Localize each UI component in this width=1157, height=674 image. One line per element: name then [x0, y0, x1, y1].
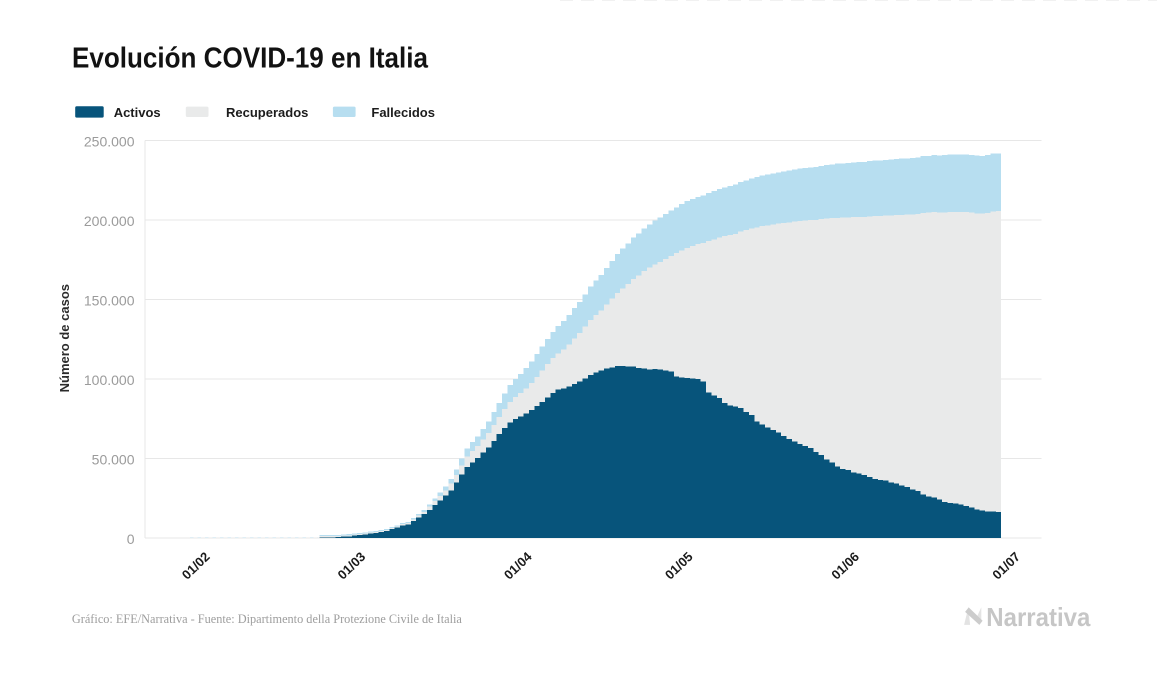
svg-text:Recuperados: Recuperados [226, 105, 308, 120]
svg-text:Evolución COVID-19 en Italia: Evolución COVID-19 en Italia [72, 43, 429, 75]
svg-text:50.000: 50.000 [92, 451, 135, 467]
svg-text:Activos: Activos [114, 105, 161, 120]
svg-text:250.000: 250.000 [84, 133, 135, 149]
svg-text:Fallecidos: Fallecidos [371, 105, 435, 120]
svg-text:Número de casos: Número de casos [57, 284, 72, 392]
svg-text:Narrativa: Narrativa [986, 602, 1090, 632]
svg-text:200.000: 200.000 [84, 213, 135, 229]
svg-text:100.000: 100.000 [84, 372, 135, 388]
svg-text:Gráfico: EFE/Narrativa - Fuent: Gráfico: EFE/Narrativa - Fuente: Diparti… [72, 611, 462, 626]
svg-text:150.000: 150.000 [84, 292, 135, 308]
svg-text:0: 0 [127, 531, 135, 547]
